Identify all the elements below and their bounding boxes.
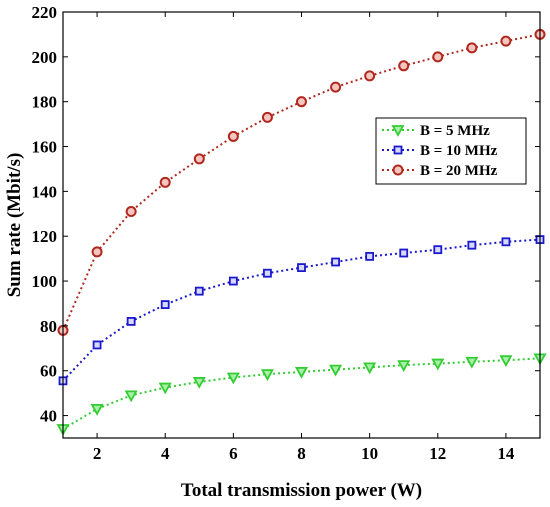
legend-label: B = 5 MHz (420, 123, 490, 139)
data-point (124, 390, 138, 403)
data-point (331, 257, 340, 267)
x-tick-label: 12 (429, 444, 446, 463)
y-tick-label: 160 (32, 138, 58, 157)
data-point (192, 377, 206, 389)
x-tick-label: 8 (297, 444, 306, 463)
data-point (398, 60, 410, 72)
data-point (125, 206, 137, 218)
data-point (90, 403, 104, 416)
legend-entry-2: B = 10 MHz (382, 143, 498, 159)
plot-area (56, 28, 547, 436)
data-point (465, 356, 479, 369)
x-tick-label: 6 (229, 444, 238, 463)
data-point (397, 360, 411, 372)
series-1 (56, 353, 547, 436)
data-point (160, 300, 170, 309)
y-tick-label: 180 (32, 93, 58, 112)
data-point (228, 276, 238, 286)
y-tick-label: 60 (40, 362, 57, 381)
data-point (499, 355, 513, 368)
legend-label: B = 10 MHz (420, 143, 498, 159)
y-axis-label: Sum rate (Mbit/s) (4, 153, 25, 298)
data-point (227, 130, 239, 142)
data-point (226, 372, 240, 385)
data-point (297, 263, 306, 273)
y-tick-label: 120 (32, 227, 58, 246)
data-point (91, 246, 103, 258)
y-tick-label: 40 (40, 407, 57, 426)
legend-marker (392, 164, 404, 176)
legend-marker (393, 145, 403, 155)
y-tick-label: 80 (40, 317, 57, 336)
data-point (194, 286, 204, 296)
y-tick-label: 200 (32, 48, 58, 67)
data-point (500, 35, 512, 47)
data-point (399, 248, 409, 258)
x-tick-label: 2 (93, 444, 102, 463)
x-tick-label: 10 (361, 444, 378, 463)
legend: B = 5 MHz B = 10 MHz B = 20 MHz (375, 117, 527, 185)
data-point (126, 317, 136, 326)
data-point (467, 240, 477, 250)
legend-entry-3: B = 20 MHz (382, 163, 498, 179)
data-point (261, 111, 273, 123)
y-tick-label: 140 (32, 182, 58, 201)
legend-marker (391, 125, 405, 137)
legend-entry-1: B = 5 MHz (382, 123, 490, 139)
data-point (294, 366, 309, 379)
data-point (501, 237, 511, 247)
x-tick-label: 4 (161, 444, 170, 463)
data-point (433, 245, 443, 255)
y-tick-label: 100 (32, 272, 58, 291)
data-point (364, 70, 376, 82)
data-point (159, 176, 171, 188)
legend-label: B = 20 MHz (420, 163, 498, 179)
data-point (296, 96, 307, 108)
data-point (466, 42, 478, 54)
data-point (329, 364, 343, 377)
x-axis-label: Total transmission power (W) (181, 480, 422, 501)
y-tick-label: 220 (32, 3, 58, 22)
data-point (365, 251, 375, 261)
data-point (363, 362, 377, 375)
data-point (432, 51, 444, 63)
data-point (260, 369, 274, 381)
data-point (431, 358, 445, 371)
data-point (158, 382, 172, 395)
axes: 2 4 6 8 10 12 14 40 60 80 100 120 140 160 180 200 220 (32, 3, 541, 463)
data-point (263, 268, 272, 278)
data-point (193, 153, 205, 165)
x-tick-label: 14 (497, 444, 515, 463)
data-point (330, 81, 342, 93)
series-2 (58, 235, 545, 386)
data-point (92, 340, 102, 350)
